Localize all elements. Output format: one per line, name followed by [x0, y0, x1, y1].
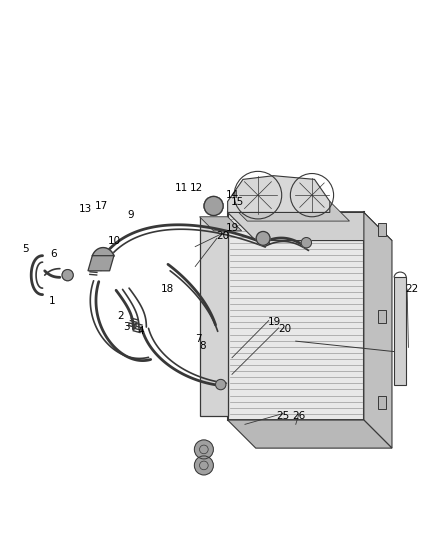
- Text: 10: 10: [108, 237, 121, 246]
- Text: 6: 6: [50, 248, 57, 259]
- Polygon shape: [228, 176, 330, 213]
- Text: 19: 19: [225, 223, 239, 232]
- Polygon shape: [394, 278, 406, 385]
- Polygon shape: [200, 217, 228, 416]
- Text: 11: 11: [174, 183, 187, 193]
- Polygon shape: [228, 213, 364, 420]
- Polygon shape: [364, 213, 392, 448]
- Circle shape: [256, 231, 270, 245]
- Text: 7: 7: [195, 334, 201, 344]
- Polygon shape: [200, 217, 242, 231]
- Text: 22: 22: [405, 284, 418, 294]
- Text: 15: 15: [230, 198, 244, 207]
- Polygon shape: [378, 396, 386, 409]
- Text: 26: 26: [293, 411, 306, 421]
- Text: 5: 5: [22, 244, 29, 254]
- Circle shape: [301, 238, 311, 248]
- Polygon shape: [88, 256, 114, 271]
- Text: 2: 2: [117, 311, 124, 321]
- Text: 13: 13: [78, 204, 92, 214]
- Circle shape: [194, 440, 213, 459]
- Polygon shape: [228, 213, 392, 240]
- Text: 19: 19: [268, 317, 281, 327]
- Text: 25: 25: [276, 411, 290, 421]
- Text: 20: 20: [278, 324, 291, 334]
- Text: 18: 18: [160, 285, 174, 294]
- Polygon shape: [228, 420, 392, 448]
- Text: 3: 3: [123, 322, 129, 332]
- Circle shape: [204, 197, 223, 215]
- Text: 17: 17: [95, 201, 108, 211]
- Text: 14: 14: [226, 190, 240, 200]
- Circle shape: [204, 197, 223, 215]
- Circle shape: [62, 270, 73, 281]
- Text: 8: 8: [199, 341, 206, 351]
- Text: 20: 20: [216, 231, 229, 241]
- Text: 4: 4: [137, 326, 144, 335]
- Polygon shape: [228, 201, 350, 221]
- Text: 12: 12: [190, 183, 203, 193]
- Text: 9: 9: [127, 211, 134, 221]
- Polygon shape: [378, 223, 386, 236]
- Text: 1: 1: [49, 296, 56, 306]
- Circle shape: [194, 456, 213, 475]
- Polygon shape: [378, 310, 386, 322]
- Circle shape: [215, 379, 226, 390]
